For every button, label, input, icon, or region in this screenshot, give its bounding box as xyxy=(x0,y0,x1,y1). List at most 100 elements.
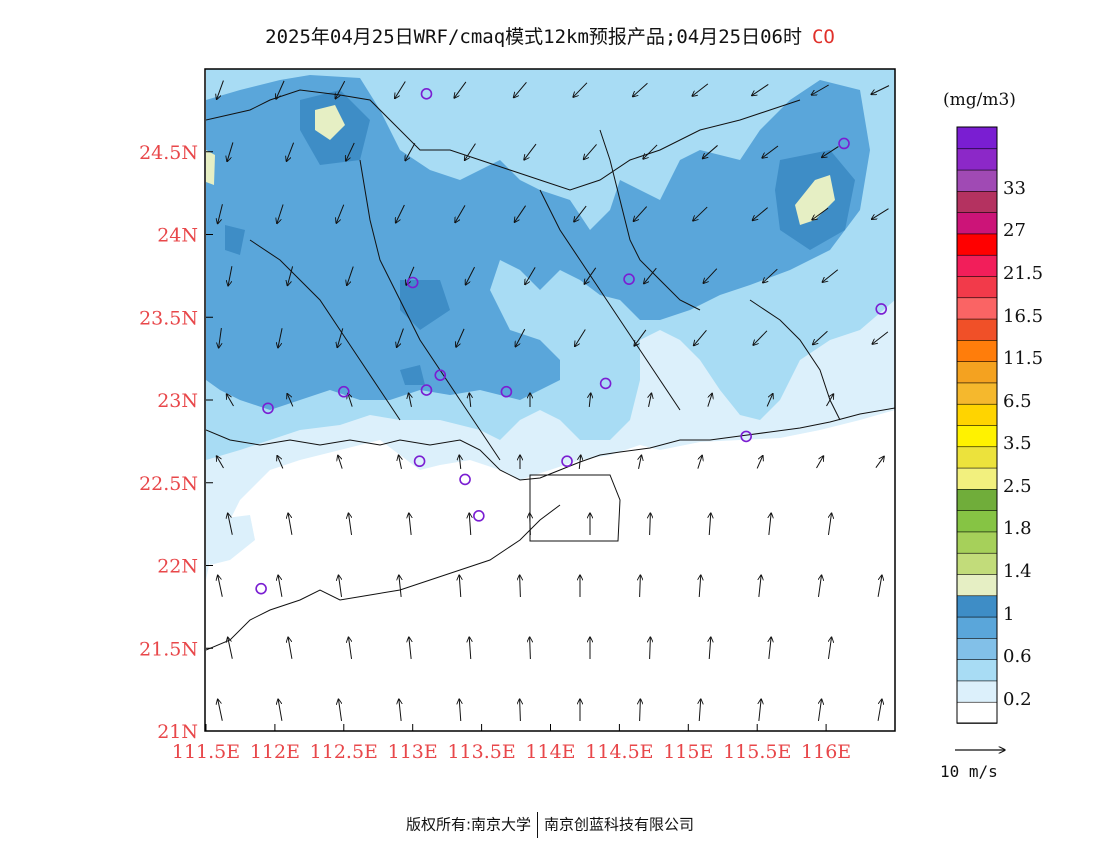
lat-tick-label: 22N xyxy=(157,556,198,578)
wind-arrow xyxy=(871,85,890,95)
wind-arrow xyxy=(520,575,521,598)
wind-arrow xyxy=(752,207,768,221)
wind-arrow xyxy=(217,456,224,469)
wind-arrow xyxy=(288,513,293,535)
wind-arrow xyxy=(338,699,341,721)
lat-tick-label: 21.5N xyxy=(139,638,198,660)
lat-tick-label: 23.5N xyxy=(139,307,198,329)
wind-arrow xyxy=(633,206,648,222)
wind-arrow xyxy=(693,206,708,221)
wind-arrow xyxy=(338,575,341,597)
map-title: 2025年04月25日WRF/cmaq模式12km预报产品;04月25日06时 C… xyxy=(0,22,1100,49)
wind-arrow xyxy=(459,455,460,470)
wind-arrow xyxy=(348,637,351,659)
wind-arrow xyxy=(218,204,223,223)
wind-arrow xyxy=(699,575,701,598)
wind-arrow xyxy=(762,145,779,158)
monitoring-sites xyxy=(255,88,888,595)
wind-arrow xyxy=(818,699,821,721)
legend-label: 33 xyxy=(1003,177,1026,199)
site-marker xyxy=(875,303,888,315)
site-marker xyxy=(434,369,447,381)
wind-arrow xyxy=(409,393,412,407)
wind-arrow xyxy=(872,331,889,344)
wind-arrow xyxy=(278,575,283,597)
lat-tick-label: 22.5N xyxy=(139,473,198,495)
legend-label: 21.5 xyxy=(1003,263,1044,284)
wind-arrow xyxy=(589,393,590,408)
footer: 版权所有:南京大学 南京创蓝科技有限公司 xyxy=(0,812,1100,838)
site-marker xyxy=(420,88,433,100)
title-text: 2025年04月25日WRF/cmaq模式12km预报产品;04月25日06时 xyxy=(265,26,802,48)
wind-arrow xyxy=(335,80,346,99)
color-bar-segment xyxy=(956,701,998,724)
legend-label: 6.5 xyxy=(1003,390,1032,412)
color-bar-segment xyxy=(956,190,998,213)
wind-arrow xyxy=(278,328,283,348)
wind-arrow xyxy=(707,393,712,407)
legend-label: 2.5 xyxy=(1003,475,1032,497)
wind-arrow xyxy=(525,267,536,284)
wind-arrow xyxy=(454,81,467,98)
lon-tick-label: 112.5E xyxy=(310,741,378,763)
color-bar-segment xyxy=(956,169,998,192)
legend-unit: (mg/m3) xyxy=(943,90,1016,110)
wind-vectors xyxy=(217,80,890,722)
site-marker xyxy=(473,510,485,522)
wind-arrow xyxy=(812,207,829,220)
wind-arrow xyxy=(277,204,284,223)
legend-label: 3.5 xyxy=(1003,433,1032,455)
wind-arrow xyxy=(811,84,829,95)
wind-arrow xyxy=(699,699,701,722)
wind-arrow xyxy=(465,266,475,285)
wind-arrow xyxy=(278,699,283,721)
band-0.2-patch xyxy=(210,515,255,565)
species-label: CO xyxy=(811,26,835,48)
wind-arrow xyxy=(524,143,537,160)
color-bar-segment xyxy=(956,680,998,703)
lon-axis: 111.5E 112E 112.5E 113E 113.5E 114E 114.5E 115E… xyxy=(172,724,851,763)
site-marker xyxy=(623,273,635,285)
wind-arrow xyxy=(348,513,351,535)
color-bar-segment xyxy=(956,318,998,341)
wind-arrow xyxy=(409,637,411,659)
color-bar-segment xyxy=(956,616,998,639)
company-text: 南京创蓝科技有限公司 xyxy=(544,815,695,834)
color-bar-segment xyxy=(956,233,998,256)
wind-arrow xyxy=(459,699,461,722)
color-bar-segment xyxy=(956,254,998,277)
color-bar-frame xyxy=(956,126,998,724)
wind-arrow xyxy=(639,455,642,469)
wind-arrow xyxy=(826,394,834,407)
wind-arrow xyxy=(766,394,773,407)
wind-arrow xyxy=(469,393,470,408)
wind-arrow xyxy=(575,329,586,347)
site-marker xyxy=(740,430,752,443)
wind-arrow xyxy=(287,394,294,407)
color-bar-segment xyxy=(956,424,998,448)
wind-arrow xyxy=(399,455,402,469)
color-bar-segment xyxy=(956,637,998,660)
wind-arrow xyxy=(227,142,234,161)
wind-arrow xyxy=(456,328,465,347)
lon-tick-label: 115E xyxy=(663,741,713,763)
color-bar-segment xyxy=(956,211,998,235)
wind-arrow xyxy=(818,575,821,597)
wind-arrow xyxy=(286,142,295,162)
wind-arrow xyxy=(816,456,824,469)
wind-arrow xyxy=(875,456,884,468)
wind-arrow xyxy=(395,81,406,99)
lat-tick-label: 23N xyxy=(157,390,198,412)
lon-tick-label: 111.5E xyxy=(172,741,240,763)
wind-arrow xyxy=(530,513,531,536)
lon-tick-label: 116E xyxy=(801,741,851,763)
lon-tick-label: 112E xyxy=(250,741,300,763)
color-bar-segment xyxy=(956,594,998,618)
coastlines xyxy=(206,89,895,651)
color-bar-segment xyxy=(956,360,998,384)
wind-arrow xyxy=(828,513,831,535)
wind-arrow xyxy=(650,513,651,536)
wind-arrow xyxy=(396,204,405,223)
color-bar-segment xyxy=(956,403,998,426)
